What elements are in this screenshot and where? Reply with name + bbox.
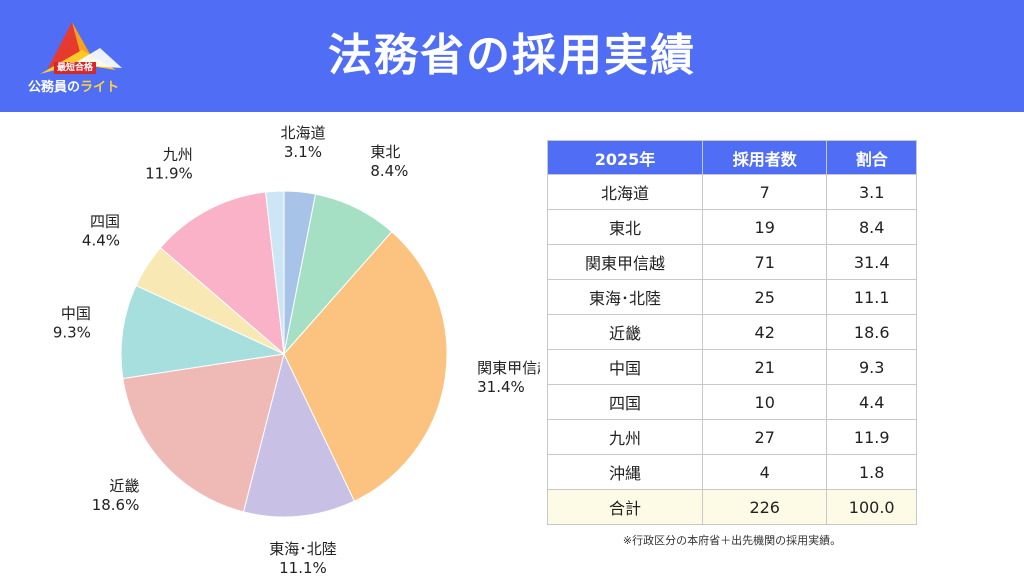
pie-label-name: 四国 xyxy=(90,212,120,230)
pie-label-name: 東北 xyxy=(370,143,400,161)
pie-label: 関東甲信越31.4% xyxy=(477,359,540,396)
table-cell: 18.6 xyxy=(826,314,917,350)
pie-label-value: 3.1% xyxy=(284,143,322,161)
table-cell: 中国 xyxy=(546,349,704,385)
pie-slice xyxy=(242,352,355,518)
table-cell: 北海道 xyxy=(546,174,704,210)
pie-label: 中国 9.3% xyxy=(53,305,91,342)
table-cell: 11.9 xyxy=(826,419,917,455)
table-header-ratio: 割合 xyxy=(826,140,917,175)
pie-slice xyxy=(120,284,286,380)
table-header-year: 2025年 xyxy=(546,140,704,175)
pie-label-value: 8.4% xyxy=(370,162,408,180)
logo-text-kana: ライト xyxy=(80,80,120,95)
page-title: 法務省の採用実績 xyxy=(328,30,696,81)
table-cell: 3.1 xyxy=(826,174,917,210)
table-header-count: 採用者数 xyxy=(702,140,828,175)
table-cell: 関東甲信越 xyxy=(546,244,704,280)
pie-label-value: 11.1% xyxy=(279,559,327,576)
pie-label-value: 9.3% xyxy=(53,324,91,342)
pie-label-name: 中国 xyxy=(61,305,91,323)
pie-label: 九州 11.9% xyxy=(145,146,193,183)
pie-slice xyxy=(283,193,393,356)
table-row: 中国 21 9.3 xyxy=(546,349,917,385)
table-cell: 近畿 xyxy=(546,314,704,350)
table-cell: 10 xyxy=(702,384,828,420)
pie-label-value: 11.9% xyxy=(145,165,193,183)
footnote: ※行政区分の本府省＋出先機関の採用実績。 xyxy=(622,534,842,547)
table-row: 北海道 7 3.1 xyxy=(546,174,917,210)
table-cell: 1.8 xyxy=(826,454,917,490)
pie-label-value: 31.4% xyxy=(477,378,525,396)
table-cell: 226 xyxy=(702,489,828,525)
table-total-row: 合計 226 100.0 xyxy=(546,489,917,525)
table-row: 沖縄 4 1.8 xyxy=(546,454,917,490)
table-row: 九州 27 11.9 xyxy=(546,419,917,455)
table-cell: 19 xyxy=(702,209,828,245)
pie-label-name: 東海･北陸 xyxy=(269,540,337,558)
logo-text: 公務員のライト xyxy=(28,76,119,95)
pie-label: 四国 4.4% xyxy=(82,212,120,249)
pie-label-value: 18.6% xyxy=(92,496,140,514)
pie-label: 近畿 18.6% xyxy=(92,477,140,514)
table-cell: 4 xyxy=(702,454,828,490)
table-row: 四国 10 4.4 xyxy=(546,384,917,420)
table-row: 東海･北陸 25 11.1 xyxy=(546,279,917,315)
logo-text-main: 公務員の xyxy=(28,80,81,95)
table-cell: 7 xyxy=(702,174,828,210)
table-cell: 4.4 xyxy=(826,384,917,420)
table-header-row: 2025年 採用者数 割合 xyxy=(546,140,917,175)
pie-slice xyxy=(265,190,285,355)
pie-label-value: 4.4% xyxy=(82,231,120,249)
table-cell: 9.3 xyxy=(826,349,917,385)
table-cell: 11.1 xyxy=(826,279,917,315)
table-cell: 100.0 xyxy=(826,489,917,525)
pie-slice xyxy=(122,353,285,513)
table-cell: 71 xyxy=(702,244,828,280)
table-cell: 東北 xyxy=(546,209,704,245)
pie-slice xyxy=(283,231,448,502)
pie-label-name: 近畿 xyxy=(109,477,139,495)
pie-label: 北海道 3.1% xyxy=(280,124,325,161)
table-cell: 21 xyxy=(702,349,828,385)
pie-slice xyxy=(159,191,285,356)
table-row: 近畿 42 18.6 xyxy=(546,314,917,350)
logo-badge: 最短合格 xyxy=(54,62,97,74)
table-cell: 25 xyxy=(702,279,828,315)
pie-label: 東北 8.4% xyxy=(370,143,408,180)
pie-label-name: 九州 xyxy=(163,146,193,164)
table-cell: 沖縄 xyxy=(546,454,704,490)
table-cell: 合計 xyxy=(546,489,704,525)
table-cell: 四国 xyxy=(546,384,704,420)
table-cell: 27 xyxy=(702,419,828,455)
data-table: 2025年 採用者数 割合 北海道 7 3.1 東北 19 8.4 関東甲信越 71 31.… xyxy=(546,140,917,525)
table-cell: 東海･北陸 xyxy=(546,279,704,315)
table-row: 関東甲信越 71 31.4 xyxy=(546,244,917,280)
table-cell: 8.4 xyxy=(826,209,917,245)
header-banner: 最短合格 公務員のライト 法務省の採用実績 xyxy=(0,0,1024,112)
pie-label-name: 関東甲信越 xyxy=(477,359,540,377)
table-cell: 31.4 xyxy=(826,244,917,280)
table-cell: 九州 xyxy=(546,419,704,455)
table-row: 東北 19 8.4 xyxy=(546,209,917,245)
pie-label-name: 北海道 xyxy=(280,124,325,142)
pie-label: 東海･北陸 11.1% xyxy=(269,540,337,576)
table-cell: 42 xyxy=(702,314,828,350)
